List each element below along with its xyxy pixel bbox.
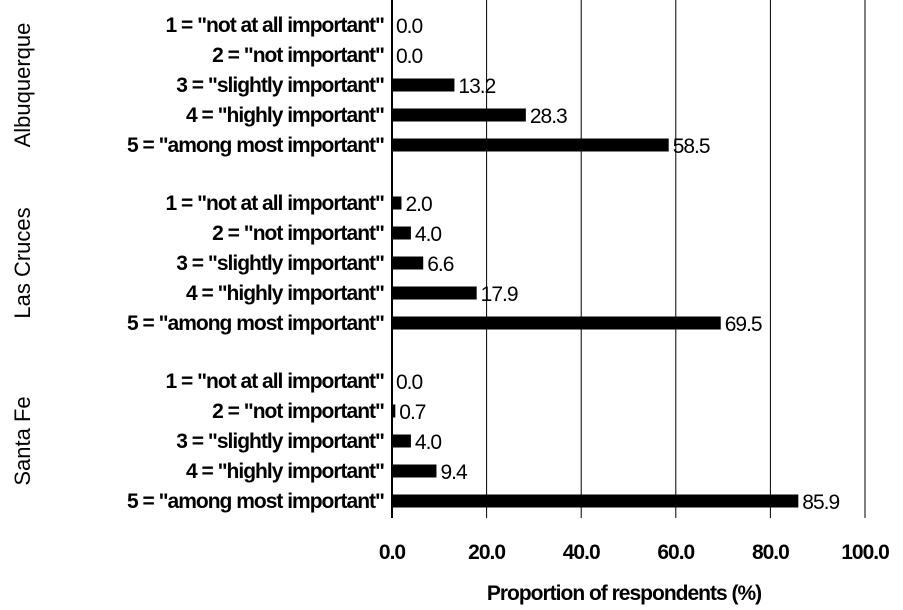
- group-label: Las Cruces: [10, 207, 35, 318]
- data-label: 2.0: [405, 193, 432, 216]
- category-label: 5 = "among most important": [127, 312, 384, 335]
- bar: [392, 494, 799, 508]
- category-label: 1 = "not at all important": [165, 370, 384, 393]
- category-label: 1 = "not at all important": [165, 14, 384, 37]
- bar: [392, 138, 669, 152]
- bar: [392, 316, 721, 330]
- data-label: 0.0: [396, 371, 423, 394]
- x-tick-label: 20.0: [468, 541, 505, 564]
- data-label: 85.9: [802, 491, 839, 514]
- data-label: 13.2: [458, 75, 495, 98]
- x-tick-label: 0.0: [379, 541, 406, 564]
- category-label: 3 = "slightly important": [176, 252, 384, 275]
- bar: [392, 108, 526, 122]
- category-label: 2 = "not important": [212, 222, 384, 245]
- x-tick-label: 80.0: [752, 541, 789, 564]
- category-label: 4 = "highly important": [186, 104, 384, 127]
- category-label: 5 = "among most important": [127, 134, 384, 157]
- data-label: 58.5: [673, 135, 710, 158]
- bar: [392, 196, 402, 210]
- data-label: 28.3: [530, 105, 567, 128]
- category-label: 4 = "highly important": [186, 460, 384, 483]
- data-label: 9.4: [440, 461, 468, 484]
- bar: [392, 404, 396, 418]
- x-tick-label: 40.0: [563, 541, 600, 564]
- category-label: 4 = "highly important": [186, 282, 384, 305]
- data-label: 0.0: [396, 45, 423, 68]
- data-label: 0.7: [399, 401, 426, 424]
- category-label: 1 = "not at all important": [165, 192, 384, 215]
- data-label: 17.9: [481, 283, 518, 306]
- category-label: 5 = "among most important": [127, 490, 384, 513]
- bars: [392, 78, 799, 508]
- bar: [392, 226, 411, 240]
- data-label: 69.5: [725, 313, 762, 336]
- labels: 0.0 20.0 40.0 60.0 80.0 100.0 1 = "not at all …: [10, 14, 890, 564]
- bar: [392, 256, 424, 270]
- x-tick-label: 60.0: [657, 541, 694, 564]
- category-label: 2 = "not important": [212, 400, 384, 423]
- data-label: 4.0: [415, 431, 442, 454]
- data-label: 6.6: [427, 253, 454, 276]
- data-label: 4.0: [415, 223, 442, 246]
- group-label: Albuquerque: [10, 23, 35, 148]
- category-label: 3 = "slightly important": [176, 74, 384, 97]
- category-label: 2 = "not important": [212, 44, 384, 67]
- bar: [392, 286, 477, 300]
- data-label: 0.0: [396, 15, 423, 38]
- bar: [392, 464, 437, 478]
- category-label: 3 = "slightly important": [176, 430, 384, 453]
- bar: [392, 434, 411, 448]
- x-axis-title: Proportion of respondents (%): [487, 582, 761, 605]
- x-tick-label: 100.0: [841, 541, 889, 564]
- group-label: Santa Fe: [10, 396, 35, 485]
- bar: [392, 78, 455, 92]
